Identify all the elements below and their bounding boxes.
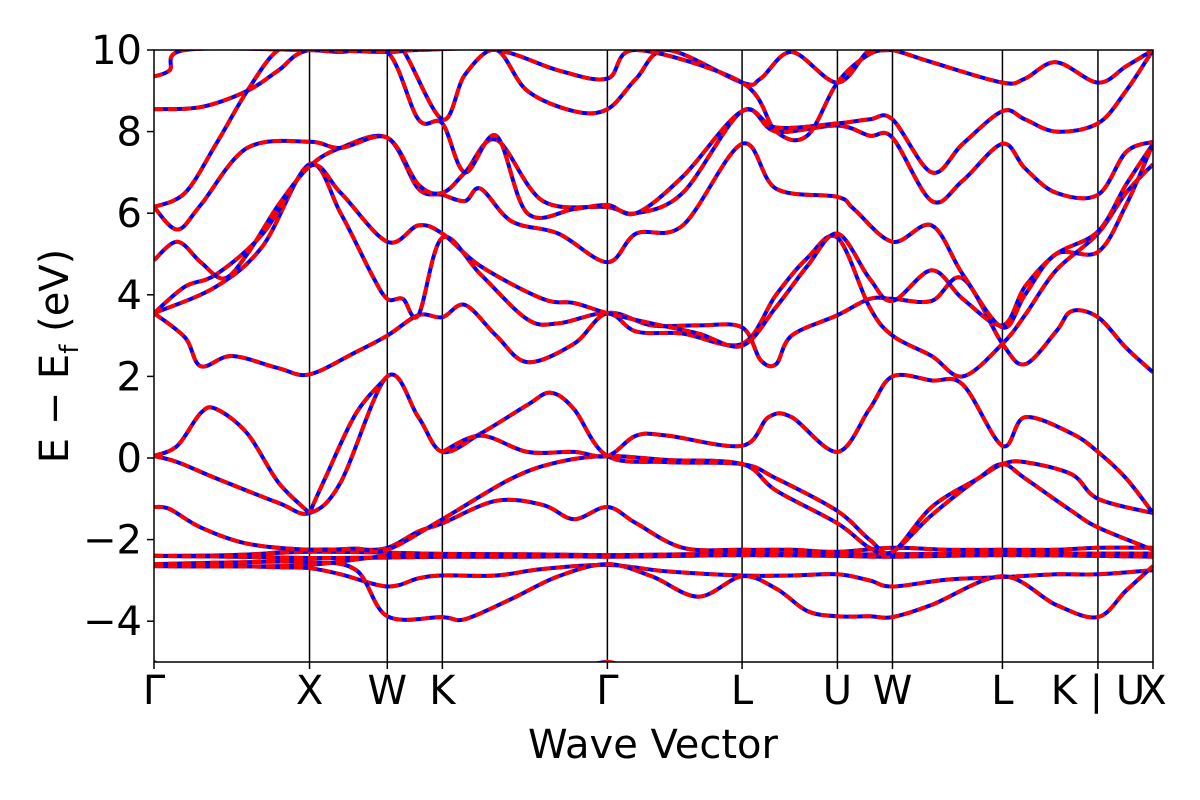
band-line-dashed (154, 107, 1153, 232)
band-line (154, 50, 893, 143)
band-line (441, 372, 1153, 515)
y-tick-label: 6 (117, 191, 142, 237)
kpath-lines (308, 50, 1099, 662)
band-line (154, 559, 1153, 623)
x-tick-label: W (873, 668, 913, 714)
band-line (154, 50, 1153, 220)
bands (154, 50, 1153, 662)
y-tick-label: 4 (117, 273, 142, 319)
band-line (154, 142, 1153, 349)
band-line (154, 562, 1153, 589)
plot-background (154, 50, 1153, 662)
y-tick-label: 2 (117, 354, 142, 400)
x-tick-label: L (731, 668, 754, 714)
y-axis-label-unit (32, 332, 78, 345)
x-tick-label: K | U (1051, 668, 1145, 714)
y-tick-label: −2 (83, 518, 142, 564)
x-tick-label: L (991, 668, 1014, 714)
y-tick-label: 8 (117, 110, 142, 156)
y-axis-label: E − Ef (eV) (32, 249, 85, 464)
x-tick-label: Γ (596, 668, 619, 714)
x-tick-label: U (823, 668, 852, 714)
y-tick-label: 10 (91, 28, 142, 74)
band-line (154, 161, 1153, 379)
y-axis-label-sub: f (55, 344, 85, 354)
x-tick-label: K (429, 668, 457, 714)
band-line-dashed (154, 405, 311, 515)
y-axis-label-main: E − E (32, 354, 78, 464)
band-line (154, 50, 1153, 122)
x-tick-label: X (296, 668, 323, 714)
y-tick-label: 0 (117, 436, 142, 482)
x-axis-label: Wave Vector (528, 722, 779, 768)
x-tick-label: W (368, 668, 408, 714)
band-line (307, 375, 389, 514)
band-line (154, 275, 1153, 378)
y-axis-label-units: (eV) (32, 249, 78, 332)
band-line (154, 372, 1153, 556)
plot-frame (153, 49, 1154, 663)
band-line (154, 553, 1153, 569)
x-tick-label: Γ (143, 668, 166, 714)
y-axis-ticks: −4 −2 0 2 4 6 8 10 (83, 28, 154, 645)
x-tick-label: X (1139, 668, 1166, 714)
y-tick-label: −4 (83, 599, 142, 645)
band-line (154, 133, 1153, 330)
